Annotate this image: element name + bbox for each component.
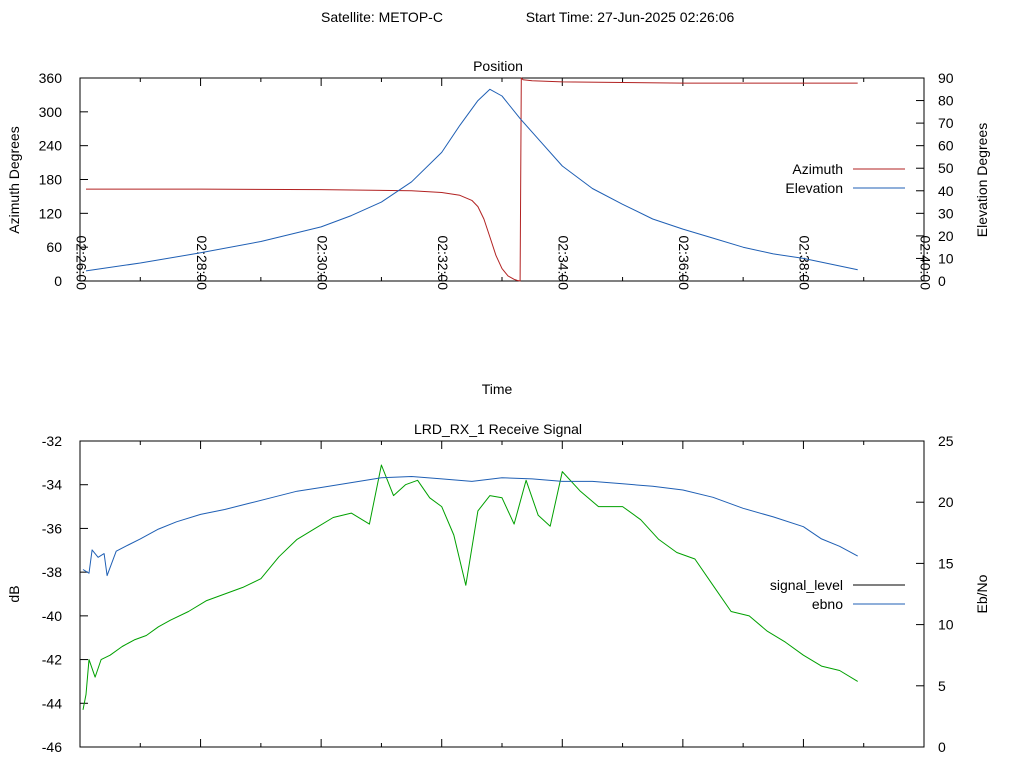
signal-chart: LRD_RX_1 Receive Signal -46-44-42-40-38-… <box>6 421 990 755</box>
signal-y-tick-label: -36 <box>42 520 62 536</box>
position-x-tick-label: 02:28:00 <box>194 236 210 291</box>
signal-y-tick-label: -32 <box>42 433 62 449</box>
position-series <box>85 77 858 282</box>
signal-y2-tick-label: 10 <box>938 617 954 633</box>
position-y2-tick-label: 50 <box>938 160 954 176</box>
signal-y2-axis-label: Eb/No <box>974 574 990 613</box>
position-x-tick-label: 02:36:00 <box>676 236 692 291</box>
signal-y-tick-label: -44 <box>42 695 62 711</box>
position-y-tick-label: 0 <box>54 273 62 289</box>
position-x-tick-label: 02:38:00 <box>797 236 813 291</box>
position-y-axis-label: Azimuth Degrees <box>6 126 22 233</box>
legend-label-azimuth: Azimuth <box>792 161 843 177</box>
position-y-tick-label: 240 <box>39 138 63 154</box>
position-y-tick-label: 300 <box>39 104 63 120</box>
signal-y2-tick-label: 0 <box>938 739 946 755</box>
legend-label-elevation: Elevation <box>785 180 843 196</box>
signal-y2-tick-label: 15 <box>938 555 954 571</box>
position-y2-tick-label: 40 <box>938 183 954 199</box>
position-ticks: 02:26:00 02:28:00 02:30:00 02:32:00 02:34:00… <box>39 70 954 290</box>
position-y2-tick-label: 30 <box>938 205 954 221</box>
position-y2-tick-label: 0 <box>938 273 946 289</box>
signal-legend: signal_level ebno <box>770 577 905 612</box>
position-y2-axis-label: Elevation Degrees <box>974 123 990 237</box>
position-y2-tick-label: 90 <box>938 70 954 86</box>
signal-chart-title: LRD_RX_1 Receive Signal <box>414 421 582 437</box>
signal-y-axis-label: dB <box>6 585 22 602</box>
satellite-label: Satellite: METOP-C <box>321 9 443 25</box>
position-y2-tick-label: 20 <box>938 228 954 244</box>
position-legend: Azimuth Elevation <box>785 161 905 196</box>
signal-y2-tick-label: 25 <box>938 433 954 449</box>
position-y-tick-label: 60 <box>46 239 62 255</box>
position-x-tick-label: 02:32:00 <box>435 236 451 291</box>
signal-series <box>82 464 858 710</box>
position-y-tick-label: 120 <box>39 205 63 221</box>
position-y2-tick-label: 80 <box>938 93 954 109</box>
position-x-tick-label: 02:34:00 <box>556 236 572 291</box>
position-y-tick-label: 180 <box>39 172 63 188</box>
start-time-label: Start Time: 27-Jun-2025 02:26:06 <box>526 9 735 25</box>
signal-y-tick-label: -40 <box>42 608 62 624</box>
position-y2-tick-label: 70 <box>938 115 954 131</box>
signal-y-tick-label: -42 <box>42 652 62 668</box>
position-x-tick-label: 02:26:00 <box>73 236 89 291</box>
series-line-azimuth <box>86 77 858 282</box>
signal-y2-tick-label: 20 <box>938 494 954 510</box>
signal-y-tick-label: -46 <box>42 739 62 755</box>
legend-label-ebno: ebno <box>812 596 843 612</box>
position-chart: Position 02:26:00 02:28:00 02:30:00 02:32:0… <box>6 58 990 397</box>
position-x-tick-label: 02:30:00 <box>314 236 330 291</box>
signal-y-tick-label: -34 <box>42 477 62 493</box>
signal-ticks: -46 -44 -42 -40 -38 -36 -34 -32 0 5 10 15 20 25 <box>42 433 954 755</box>
series-line-elevation <box>85 88 858 272</box>
signal-y-tick-label: -38 <box>42 564 62 580</box>
position-y2-tick-label: 10 <box>938 250 954 266</box>
position-chart-title: Position <box>473 58 523 74</box>
signal-y2-tick-label: 5 <box>938 678 946 694</box>
series-line-ebno <box>82 476 858 577</box>
position-y-tick-label: 360 <box>39 70 63 86</box>
series-line-signal-level <box>82 464 858 710</box>
position-y2-tick-label: 60 <box>938 138 954 154</box>
position-x-tick-label: 02:40:00 <box>917 236 933 291</box>
position-x-axis-label: Time <box>482 381 513 397</box>
legend-label-signal-level: signal_level <box>770 577 843 593</box>
